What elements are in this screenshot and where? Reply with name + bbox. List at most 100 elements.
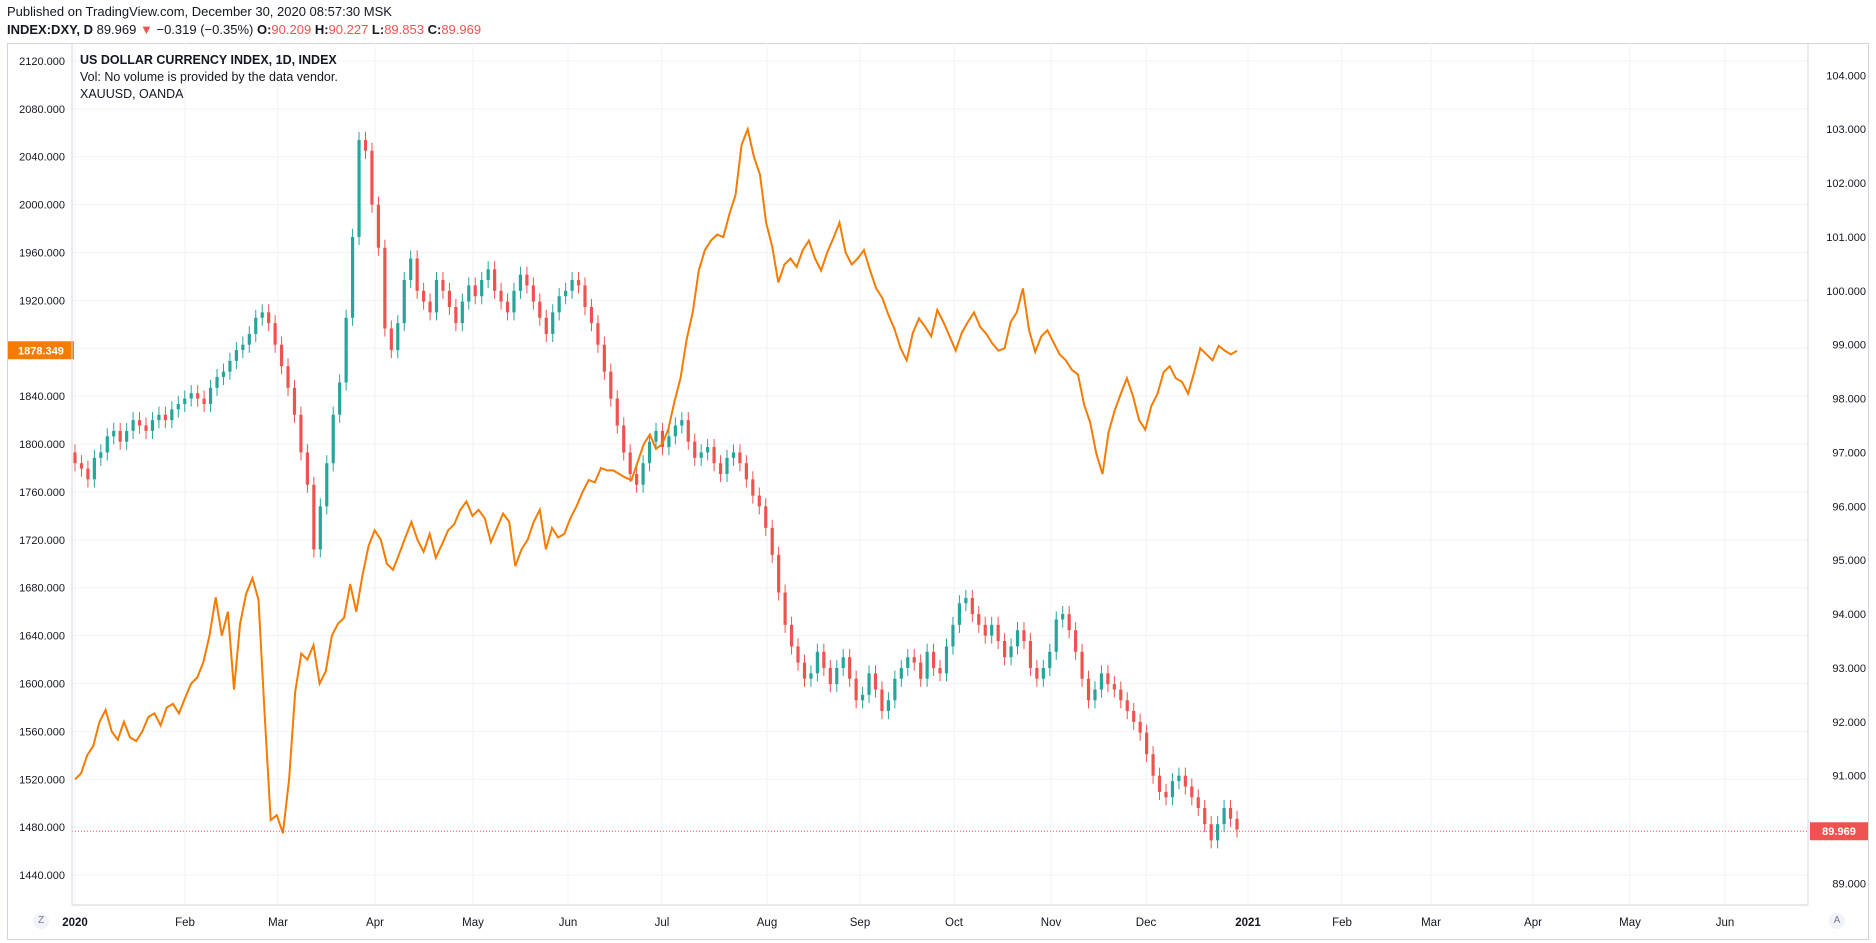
left-axis-tick-label: 1720.000 bbox=[19, 535, 65, 547]
dxy-candle-body bbox=[538, 301, 542, 318]
right-axis-tick-label: 99.000 bbox=[1832, 340, 1866, 352]
dxy-candle-body bbox=[673, 425, 677, 437]
dxy-candle-body bbox=[886, 700, 890, 712]
right-axis-tick-label: 93.000 bbox=[1832, 663, 1866, 675]
right-axis-tick-label: 97.000 bbox=[1832, 447, 1866, 459]
right-axis-tick-label: 102.000 bbox=[1826, 178, 1866, 190]
dxy-candle-body bbox=[693, 441, 697, 458]
gold-price-badge bbox=[8, 341, 74, 360]
dxy-candle-body bbox=[286, 366, 290, 388]
dxy-candle-body bbox=[628, 452, 632, 474]
dxy-candle-body bbox=[544, 317, 548, 334]
dxy-candle-body bbox=[564, 290, 568, 297]
x-axis-label: Dec bbox=[1136, 917, 1157, 929]
dxy-candle-body bbox=[835, 667, 839, 685]
right-axis-tick-label: 94.000 bbox=[1832, 609, 1866, 621]
dxy-candle-body bbox=[667, 436, 671, 448]
left-axis-tick-label: 1680.000 bbox=[19, 583, 65, 595]
dxy-candle-body bbox=[1196, 797, 1200, 809]
gold-price-badge-label: 1878.349 bbox=[18, 345, 64, 357]
x-axis-label: Nov bbox=[1041, 917, 1062, 929]
dxy-candle-body bbox=[125, 430, 129, 442]
dxy-candle-body bbox=[1138, 721, 1142, 733]
dxy-candle-body bbox=[944, 646, 949, 674]
dxy-candle-body bbox=[183, 398, 187, 404]
dxy-candle-body bbox=[1235, 818, 1239, 830]
dxy-candle-body bbox=[860, 694, 865, 701]
dxy-candle-body bbox=[118, 430, 122, 442]
dxy-candle-body bbox=[912, 657, 916, 663]
left-axis-tick-label: 2000.000 bbox=[19, 200, 65, 212]
dxy-candle-body bbox=[990, 624, 994, 636]
dxy-candle-body bbox=[357, 139, 361, 237]
dxy-candle-body bbox=[92, 457, 96, 480]
dxy-candle-body bbox=[247, 333, 251, 345]
left-axis-tick-label: 1520.000 bbox=[19, 774, 65, 786]
dxy-candle-body bbox=[363, 139, 368, 151]
x-axis-label: Feb bbox=[175, 917, 195, 929]
right-axis-tick-label: 103.000 bbox=[1826, 124, 1866, 136]
left-axis-tick-label: 1440.000 bbox=[19, 870, 65, 882]
dxy-candle-body bbox=[454, 306, 458, 324]
dxy-candle-body bbox=[86, 468, 90, 480]
dxy-candle-body bbox=[150, 420, 155, 431]
dxy-candle-body bbox=[447, 290, 452, 307]
x-axis-label: Jul bbox=[655, 917, 670, 929]
dxy-candle-body bbox=[970, 597, 974, 615]
dxy-candle-body bbox=[1028, 641, 1033, 668]
dxy-candle-body bbox=[505, 301, 510, 313]
dxy-candle-body bbox=[531, 285, 535, 302]
dxy-candle-body bbox=[1035, 667, 1039, 679]
legend-overlay-symbol: XAUUSD, OANDA bbox=[80, 87, 184, 101]
dxy-candle-body bbox=[841, 657, 845, 668]
dxy-candle-body bbox=[964, 597, 968, 604]
timezone-z-button[interactable]: Z bbox=[33, 913, 49, 929]
left-axis-tick-label: 2120.000 bbox=[19, 56, 65, 68]
dxy-candle-body bbox=[467, 285, 471, 302]
dxy-candle-body bbox=[460, 301, 464, 324]
dxy-candle-body bbox=[299, 414, 303, 453]
dxy-candle-body bbox=[570, 280, 574, 291]
dxy-candle-body bbox=[738, 452, 742, 464]
dxy-candle-body bbox=[1157, 775, 1162, 792]
dxy-candle-body bbox=[757, 495, 761, 507]
dxy-candle-body bbox=[292, 387, 297, 415]
dxy-candle-body bbox=[1048, 651, 1052, 668]
dxy-candle-body bbox=[770, 527, 774, 555]
dxy-candle-body bbox=[279, 344, 284, 367]
dxy-candle-body bbox=[641, 463, 645, 485]
dxy-candle-body bbox=[1222, 808, 1226, 825]
dxy-candle-body bbox=[822, 651, 826, 668]
dxy-candle-body bbox=[1145, 732, 1149, 755]
dxy-candle-body bbox=[441, 280, 445, 291]
dxy-candle-body bbox=[647, 441, 652, 464]
dxy-candle-body bbox=[79, 463, 84, 469]
dxy-candle-body bbox=[370, 150, 374, 205]
dxy-candle-body bbox=[157, 414, 161, 421]
open-value: 90.209 bbox=[271, 22, 312, 37]
right-axis-tick-label: 91.000 bbox=[1832, 771, 1866, 783]
x-axis-label: Sep bbox=[850, 917, 870, 929]
right-axis-tick-label: 92.000 bbox=[1832, 717, 1866, 729]
dxy-candle-body bbox=[383, 247, 387, 329]
left-axis-tick-label: 1640.000 bbox=[19, 631, 65, 643]
dxy-candle-body bbox=[938, 667, 942, 674]
high-label: H: bbox=[314, 22, 329, 37]
auto-scale-a-button[interactable]: A bbox=[1829, 913, 1845, 929]
dxy-candle-body bbox=[131, 420, 135, 431]
symbol-label: INDEX:DXY, D bbox=[7, 22, 93, 37]
dxy-candle-body bbox=[1067, 614, 1071, 631]
chart-frame[interactable] bbox=[7, 43, 1869, 940]
dxy-candle-body bbox=[1119, 689, 1123, 701]
dxy-candle-body bbox=[99, 452, 103, 458]
low-value: 89.853 bbox=[384, 22, 424, 37]
dxy-candle-body bbox=[551, 312, 555, 334]
dxy-price-badge bbox=[1810, 822, 1868, 841]
dxy-candle-body bbox=[402, 280, 406, 324]
last-price: 89.969 bbox=[96, 22, 137, 37]
left-axis-tick-label: 1480.000 bbox=[19, 822, 65, 834]
dxy-candle-body bbox=[906, 657, 910, 668]
dxy-candle-body bbox=[1125, 700, 1129, 712]
x-axis-label: Apr bbox=[366, 917, 384, 929]
